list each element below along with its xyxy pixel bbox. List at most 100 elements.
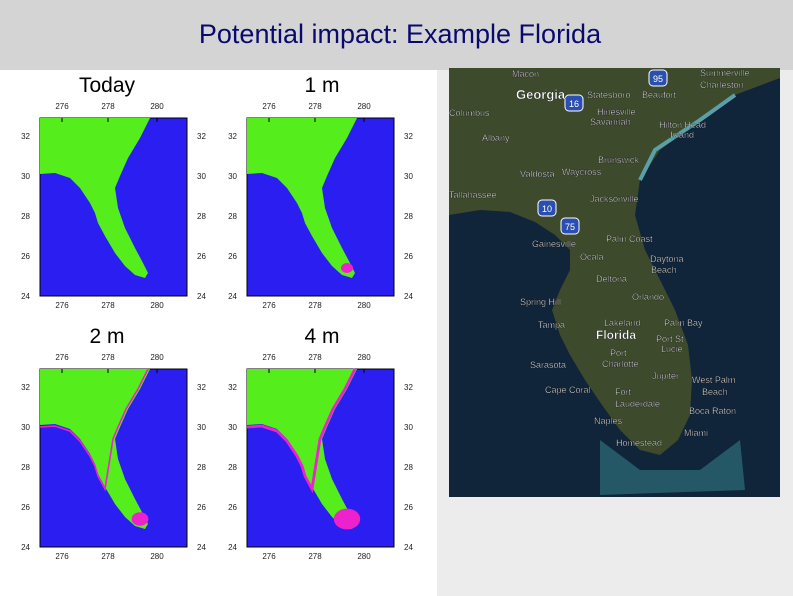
place-label: Hilton Head xyxy=(659,120,706,130)
place-label: Statesboro xyxy=(587,90,631,100)
x-tick-label: 276 xyxy=(262,552,276,561)
y-tick-label: 30 xyxy=(21,423,30,432)
coast xyxy=(638,93,737,181)
y-tick-label: 30 xyxy=(197,172,206,181)
place-label: Lucie xyxy=(661,344,683,354)
x-tick-label: 276 xyxy=(262,102,276,111)
panel-label: 4 m xyxy=(304,325,339,348)
y-tick-label: 26 xyxy=(228,252,237,261)
place-label: Columbus xyxy=(449,108,490,118)
flood-area xyxy=(341,263,353,273)
place-label: Palm Bay xyxy=(664,318,703,328)
y-tick-label: 32 xyxy=(404,383,413,392)
y-tick-label: 28 xyxy=(21,463,30,472)
highway-number: 16 xyxy=(569,99,579,109)
x-tick-label: 278 xyxy=(308,552,322,561)
place-label: Valdosta xyxy=(520,169,554,179)
x-tick-label: 280 xyxy=(357,353,371,362)
y-tick-label: 24 xyxy=(197,543,206,552)
highway-shield xyxy=(564,94,584,112)
title-band xyxy=(0,0,793,70)
land xyxy=(40,118,150,278)
y-tick-label: 28 xyxy=(228,212,237,221)
y-tick-label: 28 xyxy=(404,212,413,221)
place-label: Fort xyxy=(615,387,632,397)
map-panel: Today 276 276 278 278 280 280 32 32 30 30 28 28 26 26 2… xyxy=(21,74,206,310)
y-tick-label: 30 xyxy=(228,172,237,181)
x-tick-label: 280 xyxy=(357,552,371,561)
place-label: Brunswick xyxy=(598,155,640,165)
place-label: Sarasota xyxy=(530,360,566,370)
x-tick-label: 280 xyxy=(357,301,371,310)
flood-area xyxy=(333,508,361,530)
y-tick-label: 24 xyxy=(21,292,30,301)
panel-label: Today xyxy=(79,74,136,97)
place-label: Daytona xyxy=(650,254,684,264)
y-tick-label: 30 xyxy=(21,172,30,181)
panel-label: 2 m xyxy=(89,325,124,348)
y-tick-label: 26 xyxy=(197,503,206,512)
map-panel: 4 m 276 276 278 278 280 280 32 32 30 30 28 28 26 26 24 2… xyxy=(228,325,413,561)
place-label: Florida xyxy=(596,328,636,342)
map-panel: 2 m 276 276 278 278 280 280 32 32 30 30 28 28 26 26 24 2… xyxy=(21,325,206,561)
place-label: Jupiter xyxy=(652,371,679,381)
place-label: Port xyxy=(610,348,627,358)
place-label: Albany xyxy=(482,133,510,143)
shallows xyxy=(600,440,745,495)
y-tick-label: 32 xyxy=(228,132,237,141)
y-tick-label: 26 xyxy=(21,252,30,261)
place-label: Waycross xyxy=(562,167,602,177)
x-tick-label: 280 xyxy=(150,301,164,310)
y-tick-label: 28 xyxy=(197,463,206,472)
y-tick-label: 32 xyxy=(197,132,206,141)
y-tick-label: 32 xyxy=(404,132,413,141)
highway-shield xyxy=(537,199,557,217)
y-tick-label: 24 xyxy=(228,292,237,301)
x-tick-label: 276 xyxy=(55,353,69,362)
land xyxy=(247,369,357,529)
place-label: Port St xyxy=(656,334,684,344)
place-label: Miami xyxy=(684,428,708,438)
x-tick-label: 278 xyxy=(101,102,115,111)
y-tick-label: 24 xyxy=(228,543,237,552)
y-tick-label: 24 xyxy=(404,543,413,552)
x-tick-label: 280 xyxy=(357,102,371,111)
place-label: Beach xyxy=(651,265,677,275)
y-tick-label: 24 xyxy=(197,292,206,301)
place-label: Gainesville xyxy=(532,239,576,249)
flood-coast xyxy=(39,368,149,492)
y-tick-label: 24 xyxy=(21,543,30,552)
place-label: Ocala xyxy=(580,252,604,262)
highway-number: 95 xyxy=(653,74,663,84)
place-label: Naples xyxy=(594,416,623,426)
place-label: Cape Coral xyxy=(545,385,591,395)
place-label: Island xyxy=(670,130,694,140)
x-tick-label: 276 xyxy=(262,353,276,362)
place-label: Lauderdale xyxy=(615,399,660,409)
place-label: Savannah xyxy=(590,117,631,127)
place-label: Hinesville xyxy=(597,107,636,117)
x-tick-label: 276 xyxy=(55,552,69,561)
place-label: Beaufort xyxy=(642,90,677,100)
land xyxy=(449,68,780,455)
y-tick-label: 28 xyxy=(197,212,206,221)
place-label: Boca Raton xyxy=(689,406,736,416)
place-label: Spring Hill xyxy=(520,297,561,307)
y-tick-label: 28 xyxy=(21,212,30,221)
place-label: Macon xyxy=(512,69,539,79)
place-label: West Palm xyxy=(692,375,735,385)
y-tick-label: 32 xyxy=(228,383,237,392)
slide-title: Potential impact: Example Florida xyxy=(199,19,602,49)
y-tick-label: 26 xyxy=(197,252,206,261)
x-tick-label: 278 xyxy=(101,301,115,310)
panel-label: 1 m xyxy=(304,74,339,97)
place-label: Tampa xyxy=(538,320,565,330)
y-tick-label: 32 xyxy=(21,383,30,392)
highway-number: 10 xyxy=(542,204,552,214)
satellite-map: 95 16 10 75 Macon Georgia Statesboro Beaufort Su… xyxy=(449,68,780,497)
map-panel: 1 m 276 276 278 278 280 280 32 32 30 30 28 28 26 26 24 2… xyxy=(228,74,413,310)
x-tick-label: 280 xyxy=(150,552,164,561)
x-tick-label: 278 xyxy=(308,301,322,310)
y-tick-label: 30 xyxy=(228,423,237,432)
